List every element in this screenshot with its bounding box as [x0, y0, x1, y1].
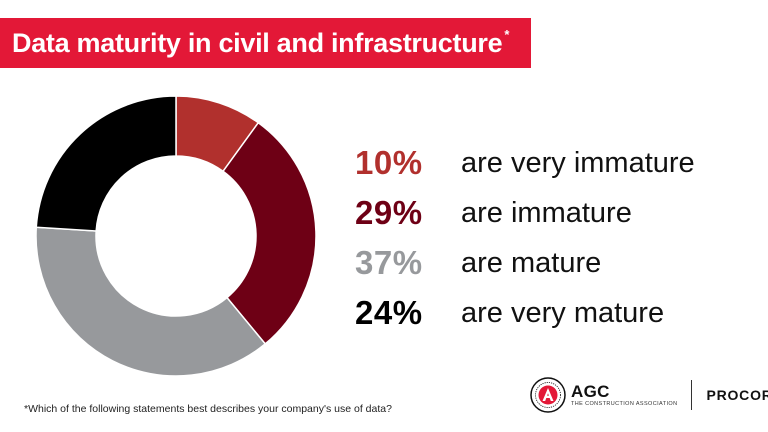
legend-label: are mature [461, 246, 602, 279]
legend-row-immature: 29% are immature [355, 188, 755, 238]
legend-percent: 24% [355, 294, 423, 331]
procore-logo: PROCORE [706, 387, 768, 403]
legend-row-very-immature: 10% are very immature [355, 138, 755, 188]
legend: 10% are very immature 29% are immature 3… [355, 138, 755, 338]
legend-label: are very mature [461, 296, 665, 329]
agc-wordmark: AGC [571, 381, 610, 401]
chart-title: Data maturity in civil and infrastructur… [12, 27, 503, 58]
donut-chart [35, 95, 317, 377]
agc-seal-icon [530, 377, 566, 413]
slice-mature [35, 226, 267, 377]
legend-row-very-mature: 24% are very mature [355, 288, 755, 338]
logo-divider [691, 380, 693, 410]
legend-percent: 10% [355, 144, 423, 181]
footnote: *Which of the following statements best … [24, 403, 392, 415]
legend-label: are very immature [461, 146, 695, 179]
agc-logo: AGC THE CONSTRUCTION ASSOCIATION [571, 383, 677, 408]
legend-label: are immature [461, 196, 632, 229]
logo-area: AGC THE CONSTRUCTION ASSOCIATION PROCORE [530, 375, 768, 415]
legend-percent: 29% [355, 194, 423, 231]
legend-percent: 37% [355, 244, 423, 281]
slice-very-mature [35, 95, 177, 232]
title-asterisk: * [504, 26, 510, 42]
title-banner: Data maturity in civil and infrastructur… [0, 18, 532, 68]
slice-immature [221, 121, 317, 345]
legend-row-mature: 37% are mature [355, 238, 755, 288]
agc-subtitle: THE CONSTRUCTION ASSOCIATION [571, 400, 678, 407]
